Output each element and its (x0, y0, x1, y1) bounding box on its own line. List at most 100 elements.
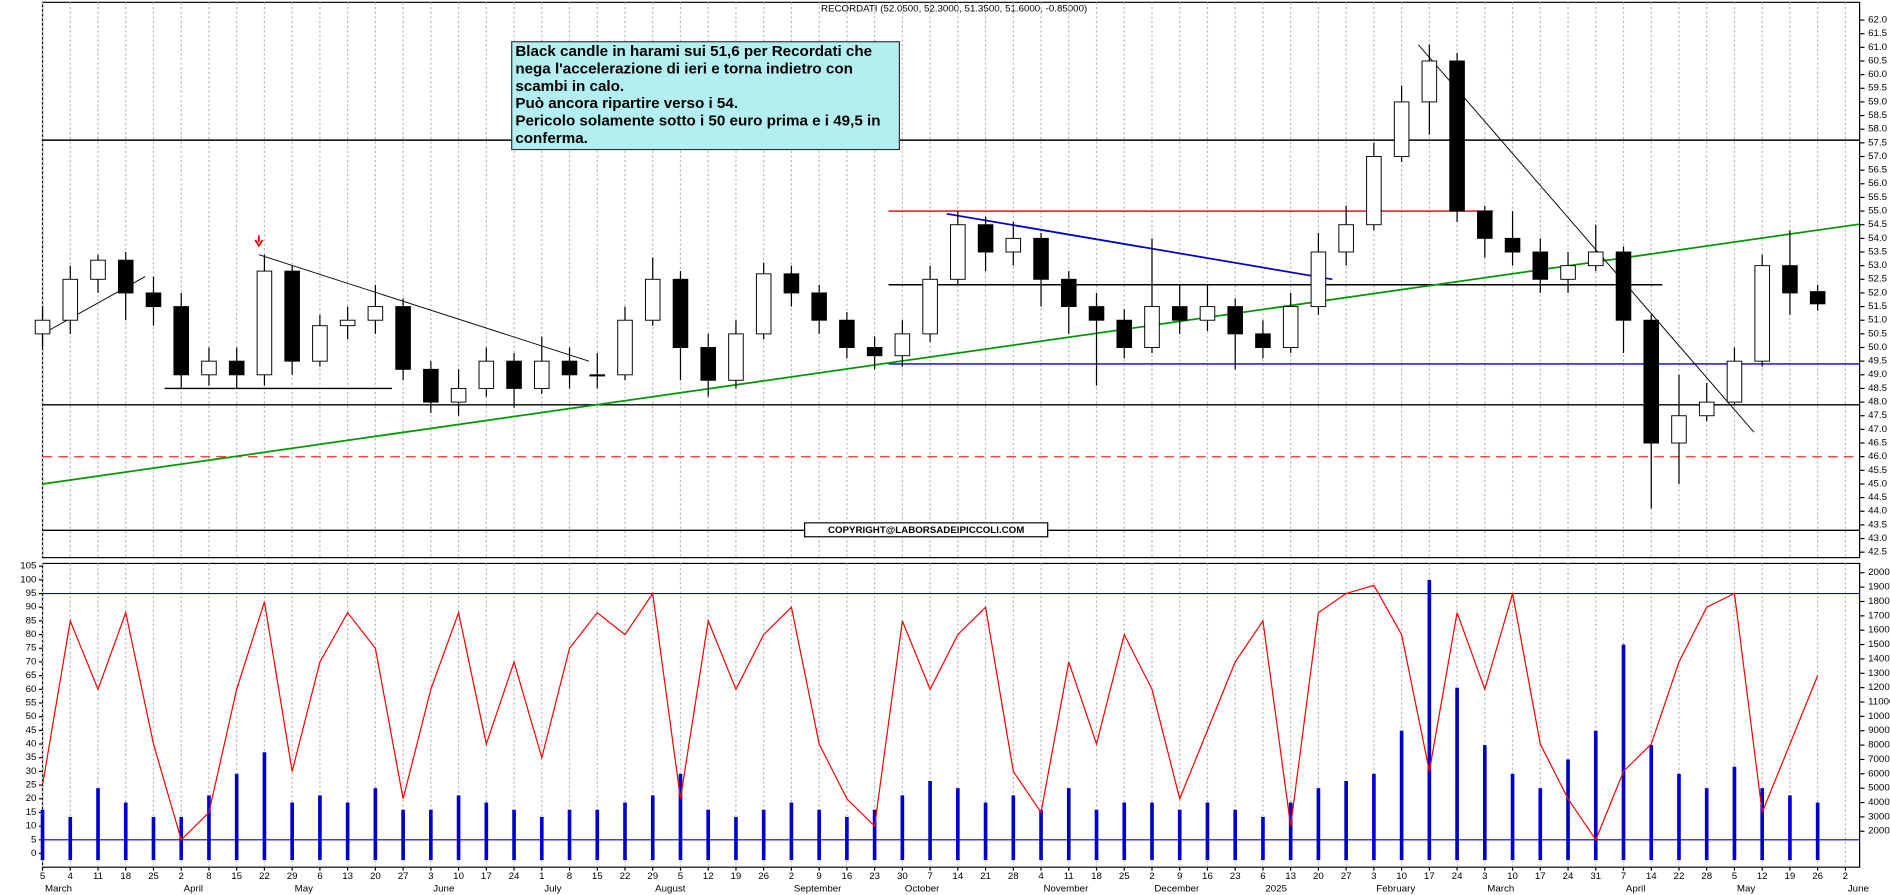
osc-tick-label: 45 (26, 725, 37, 736)
volume-bar (262, 752, 267, 860)
y2-tick-label: 2000 (1868, 826, 1890, 837)
volume-bar (595, 809, 600, 860)
volume-bar (1760, 788, 1765, 860)
x-tick-label: 24 (1563, 871, 1574, 882)
volume-bar (151, 816, 156, 860)
x-tick-label: 31 (1590, 871, 1601, 882)
y-tick-label: 59.0 (1868, 97, 1887, 108)
osc-tick-label: 10 (26, 821, 37, 832)
y-tick-label: 44.5 (1868, 492, 1887, 503)
volume-bar (817, 809, 821, 860)
volume-bar (1288, 802, 1293, 860)
y2-tick-label: 19000 (1868, 582, 1890, 593)
volume-bar (1150, 802, 1154, 860)
volume-bar (1455, 687, 1459, 860)
annotation-box (511, 41, 901, 151)
y2-tick-label: 16000 (1868, 625, 1890, 636)
candle-body (90, 259, 106, 280)
x-tick-label: 13 (1285, 871, 1296, 882)
y-tick-label: 46.0 (1868, 451, 1887, 462)
y-tick-label: 53.5 (1868, 247, 1887, 258)
volume-bar (290, 802, 294, 860)
x-tick-label: 8 (206, 871, 211, 882)
osc-tick-label: 20 (26, 793, 37, 804)
candle-body (339, 319, 356, 327)
volume-bar (956, 788, 960, 860)
volume-bar (345, 802, 350, 860)
candle-body (1449, 60, 1465, 212)
osc-tick-label: 35 (26, 752, 37, 763)
copyright-box (804, 522, 1049, 538)
y-tick-label: 61.0 (1868, 42, 1887, 53)
x-tick-label: 21 (980, 871, 991, 882)
x-tick-label: 5 (678, 871, 683, 882)
x-tick-label: 8 (567, 871, 572, 882)
osc-tick-label: 60 (26, 684, 37, 695)
x-tick-label: 19 (1785, 871, 1796, 882)
chart-title: RECORDATI (52.0500, 52.3000, 51.3500, 51… (821, 4, 1087, 15)
volume-bar (123, 802, 128, 860)
candle-body (450, 387, 467, 403)
candle-body (1754, 265, 1770, 362)
y-tick-label: 47.5 (1868, 410, 1887, 421)
x-tick-label: 24 (509, 871, 520, 882)
month-label: December (1154, 884, 1199, 895)
x-tick-label: 6 (317, 871, 322, 882)
volume-bar (1177, 809, 1182, 860)
trend-line (946, 212, 1333, 281)
trend-line (258, 254, 590, 362)
candle-body (423, 368, 439, 403)
x-tick-label: 10 (1396, 871, 1407, 882)
x-tick-label: 18 (120, 871, 131, 882)
x-tick-label: 22 (1674, 871, 1685, 882)
y-tick-label: 51.0 (1868, 315, 1887, 326)
volume-bar (1677, 773, 1681, 860)
candle-body (34, 319, 51, 335)
y2-tick-label: 9000 (1868, 725, 1890, 736)
x-tick-label: 26 (1812, 871, 1823, 882)
x-tick-label: 25 (1119, 871, 1130, 882)
volume-bar (68, 816, 73, 860)
y-tick-label: 49.5 (1868, 356, 1887, 367)
candle-body (1255, 333, 1271, 348)
x-tick-label: 2 (1149, 871, 1154, 882)
y-tick-label: 43.5 (1868, 520, 1887, 531)
month-label: July (544, 884, 562, 895)
candle-body (922, 278, 938, 335)
candle-body (894, 333, 911, 357)
candle-body (1504, 237, 1521, 253)
volume-bar (623, 802, 627, 860)
osc-tick-label: 50 (26, 711, 37, 722)
month-label: June (1848, 884, 1869, 895)
annotation-text: conferma. (515, 131, 588, 147)
month-label: June (433, 884, 454, 895)
candle-body (728, 333, 744, 381)
y-tick-label: 58.5 (1868, 110, 1887, 121)
volume-bar (872, 809, 877, 860)
volume-bar (845, 816, 849, 860)
x-tick-label: 17 (1424, 871, 1435, 882)
volume-bar (234, 773, 239, 860)
candle-body (1782, 265, 1798, 294)
x-tick-label: 27 (398, 871, 409, 882)
volume-bar (373, 788, 378, 860)
y-tick-label: 60.5 (1868, 56, 1887, 67)
candle-body (284, 270, 300, 362)
y-tick-label: 56.0 (1868, 178, 1887, 189)
x-tick-label: 1 (539, 871, 544, 882)
volume-bar (734, 816, 738, 860)
candle-body (506, 360, 522, 389)
volume-bar (1011, 795, 1016, 860)
annotation-text: Black candle in harami sui 51,6 per Reco… (515, 44, 872, 60)
candle-body (1088, 306, 1105, 321)
candle-body (977, 224, 994, 253)
osc-tick-label: 85 (26, 616, 37, 627)
y2-tick-label: 11000 (1868, 697, 1890, 708)
candle-body (1643, 319, 1660, 444)
candle-body (1171, 306, 1188, 321)
x-tick-label: 30 (897, 871, 908, 882)
candle-body (1698, 401, 1715, 417)
y-tick-label: 48.0 (1868, 397, 1887, 408)
x-tick-label: 4 (68, 871, 73, 882)
x-tick-label: 9 (1177, 871, 1182, 882)
